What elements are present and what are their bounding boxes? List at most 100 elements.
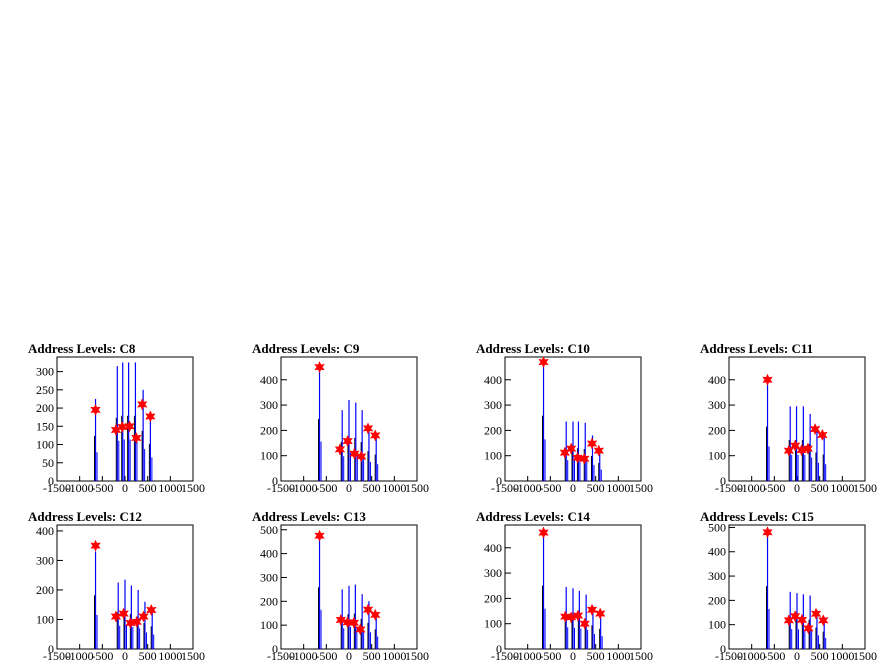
panel-title: Address Levels: C10 bbox=[476, 341, 590, 356]
x-tick-label: 1000 bbox=[158, 481, 182, 495]
x-tick-label: -1000 bbox=[290, 649, 318, 663]
peak-marker bbox=[538, 526, 549, 539]
y-tick-label: 300 bbox=[484, 398, 502, 412]
y-tick-label: 200 bbox=[260, 594, 278, 608]
y-tick-label: 400 bbox=[708, 373, 726, 387]
x-tick-label: 1500 bbox=[853, 481, 877, 495]
plot-frame bbox=[56, 356, 194, 482]
panel-5: Address Levels: C12 0 100 200 300 400 -1500-10… bbox=[28, 509, 205, 663]
y-tick-label: 0 bbox=[720, 642, 726, 656]
peak-marker bbox=[789, 439, 801, 452]
x-tick-label: -1000 bbox=[290, 481, 318, 495]
peak-marker bbox=[334, 443, 346, 456]
y-tick-label: 400 bbox=[36, 524, 54, 538]
peak-marker bbox=[572, 609, 584, 622]
x-tick-label: 500 bbox=[587, 481, 605, 495]
panel-2: Address Levels: C9 0 100 200 300 400 -1500-100… bbox=[252, 341, 429, 495]
x-tick-label: 1000 bbox=[158, 649, 182, 663]
y-tick-label: 150 bbox=[36, 419, 54, 433]
x-tick-label: -1500 bbox=[715, 649, 743, 663]
x-tick-label: 1500 bbox=[405, 481, 429, 495]
peak-marker bbox=[362, 603, 374, 616]
y-tick-label: 200 bbox=[36, 401, 54, 415]
peak-marker bbox=[579, 617, 591, 630]
y-tick-label: 400 bbox=[708, 545, 726, 559]
x-tick-label: -1500 bbox=[491, 481, 519, 495]
y-tick-label: 250 bbox=[36, 383, 54, 397]
x-tick-label: 0 bbox=[346, 481, 352, 495]
x-tick-label: 500 bbox=[363, 481, 381, 495]
y-tick-label: 0 bbox=[496, 642, 502, 656]
y-tick-label: 300 bbox=[708, 569, 726, 583]
panel-3: Address Levels: C10 0 100 200 300 400 -1500-10… bbox=[476, 341, 653, 495]
panel-4: Address Levels: C11 0 100 200 300 400 -1500-10… bbox=[700, 341, 877, 495]
peak-marker bbox=[538, 355, 549, 369]
y-tick-label: 0 bbox=[720, 474, 726, 488]
y-tick-label: 0 bbox=[48, 642, 54, 656]
peak-marker bbox=[796, 613, 808, 626]
y-tick-label: 200 bbox=[484, 423, 502, 437]
y-tick-label: 500 bbox=[708, 520, 726, 534]
y-tick-label: 400 bbox=[260, 547, 278, 561]
x-tick-label: 1000 bbox=[382, 481, 406, 495]
y-tick-label: 200 bbox=[260, 423, 278, 437]
y-tick-label: 300 bbox=[708, 398, 726, 412]
y-tick-label: 100 bbox=[484, 617, 502, 631]
x-tick-label: -1000 bbox=[66, 649, 94, 663]
y-tick-label: 100 bbox=[260, 618, 278, 632]
x-tick-label: 0 bbox=[346, 649, 352, 663]
peak-marker bbox=[138, 610, 149, 623]
x-tick-label: 1500 bbox=[853, 649, 877, 663]
y-tick-label: 200 bbox=[484, 591, 502, 605]
x-tick-label: 1000 bbox=[382, 649, 406, 663]
peak-marker bbox=[355, 623, 366, 636]
y-tick-label: 50 bbox=[42, 456, 54, 470]
x-tick-label: 500 bbox=[363, 649, 381, 663]
x-tick-label: 1500 bbox=[181, 481, 205, 495]
x-tick-label: 0 bbox=[794, 481, 800, 495]
x-tick-label: -1500 bbox=[715, 481, 743, 495]
peak-marker bbox=[314, 360, 325, 374]
y-tick-label: 0 bbox=[496, 474, 502, 488]
panel-1: Address Levels: C8 0 50 100 150 200 250 300 -150… bbox=[28, 341, 205, 495]
y-tick-label: 200 bbox=[708, 593, 726, 607]
x-tick-label: -500 bbox=[91, 649, 113, 663]
peak-marker bbox=[355, 450, 367, 463]
panel-title: Address Levels: C8 bbox=[28, 341, 136, 356]
peak-marker bbox=[131, 431, 142, 445]
peak-marker bbox=[118, 607, 129, 620]
x-tick-label: 0 bbox=[570, 649, 576, 663]
peak-marker bbox=[817, 614, 829, 627]
x-tick-label: 1000 bbox=[606, 481, 630, 495]
panel-title: Address Levels: C15 bbox=[700, 509, 814, 524]
x-tick-label: 1000 bbox=[606, 649, 630, 663]
peak-marker bbox=[572, 451, 583, 464]
x-tick-label: -500 bbox=[91, 481, 113, 495]
y-tick-label: 300 bbox=[484, 566, 502, 580]
peak-marker bbox=[762, 526, 773, 539]
peak-marker bbox=[593, 444, 605, 457]
x-tick-label: 500 bbox=[587, 649, 605, 663]
y-tick-label: 300 bbox=[36, 365, 54, 379]
x-tick-label: 1000 bbox=[830, 481, 854, 495]
x-tick-label: 500 bbox=[139, 481, 157, 495]
y-tick-label: 300 bbox=[260, 398, 278, 412]
x-tick-label: -500 bbox=[539, 481, 561, 495]
x-tick-label: 1500 bbox=[405, 649, 429, 663]
x-tick-label: 0 bbox=[122, 649, 128, 663]
peak-marker bbox=[335, 613, 347, 627]
panel-7: Address Levels: C14 0 100 200 300 400 -1500-10… bbox=[476, 509, 653, 663]
peak-marker bbox=[145, 603, 157, 617]
x-tick-label: 500 bbox=[139, 649, 157, 663]
panel-title: Address Levels: C12 bbox=[28, 509, 142, 524]
y-tick-label: 0 bbox=[272, 474, 278, 488]
y-tick-label: 100 bbox=[36, 612, 54, 626]
peak-marker bbox=[579, 452, 590, 465]
x-tick-label: -500 bbox=[539, 649, 561, 663]
y-tick-label: 100 bbox=[484, 449, 502, 463]
y-tick-label: 500 bbox=[260, 523, 278, 537]
x-tick-label: -1000 bbox=[738, 649, 766, 663]
y-tick-label: 400 bbox=[260, 373, 278, 387]
peak-marker bbox=[762, 373, 773, 386]
